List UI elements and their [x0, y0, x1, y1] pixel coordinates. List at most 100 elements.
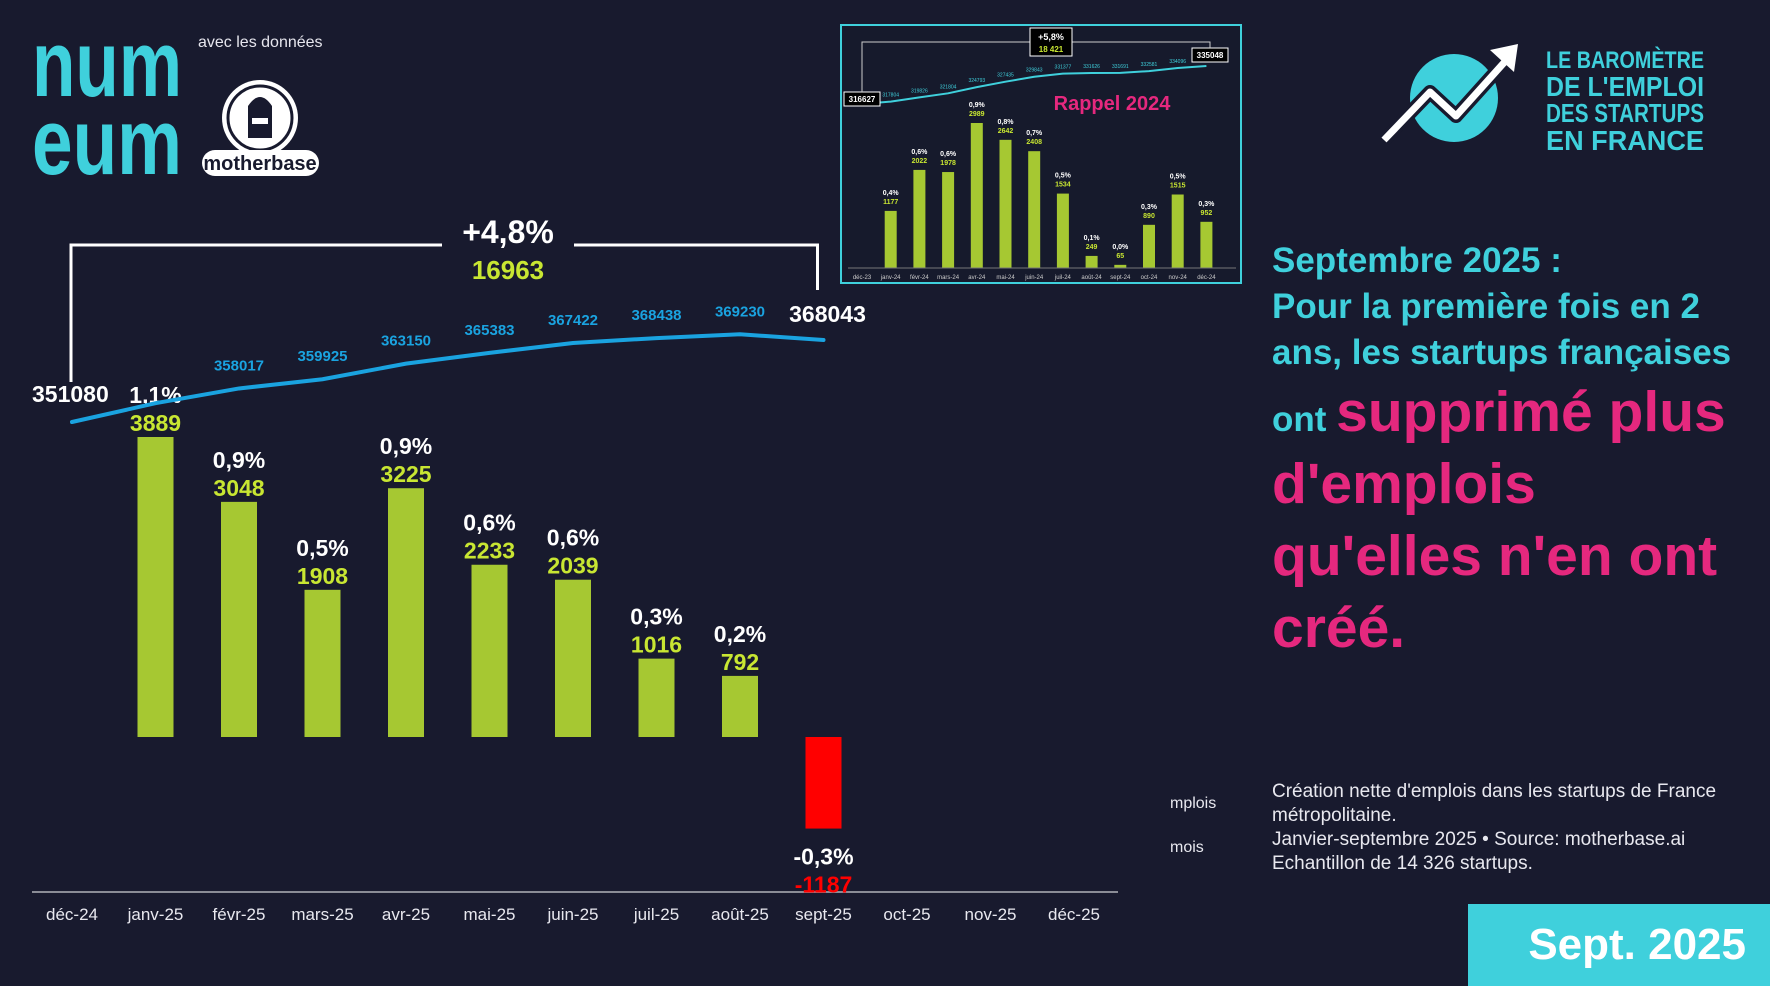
inset-pct-oct-24: 0,3% [1141, 204, 1158, 211]
bar-avr-25 [388, 488, 424, 737]
headline-date: Septembre 2025 : [1272, 241, 1562, 280]
barometre-line2: DE L'EMPLOI [1546, 71, 1704, 102]
inset-pct-sept-24: 0,0% [1112, 244, 1129, 251]
note-line2: Janvier-septembre 2025 • Source: motherb… [1272, 829, 1686, 850]
inset-tick-nov-24: nov-24 [1169, 275, 1188, 281]
inset-value-juin-24: 2408 [1026, 139, 1042, 146]
bracket-value: 16963 [472, 255, 544, 285]
barometre-line4: EN FRANCE [1546, 125, 1704, 155]
bar-juin-25 [555, 579, 591, 737]
value-label-juin-25: 2039 [547, 553, 598, 579]
tick-label-juin-25: juin-25 [546, 905, 598, 924]
inset-total-line [861, 65, 1207, 105]
value-label-mars-25: 1908 [297, 563, 348, 589]
inset-bar-janv-24 [884, 210, 897, 268]
inset-pct-août-24: 0,1% [1084, 235, 1101, 242]
inset-bar-nov-24 [1171, 194, 1184, 268]
pct-label-mars-25: 0,5% [296, 535, 348, 561]
total-label-juin-25: 367422 [548, 312, 598, 329]
tick-label-sept-25: sept-25 [795, 905, 852, 924]
inset-tick-août-24: août-24 [1081, 275, 1102, 281]
inset-value-nov-24: 1515 [1170, 183, 1186, 190]
headline-highlight: supprimé plus d'emplois qu'elles n'en on… [1272, 380, 1726, 660]
legend-fragment-1: mplois [1170, 795, 1217, 812]
total-label-mai-25: 365383 [464, 322, 514, 339]
total-label-juil-25: 368438 [631, 307, 681, 324]
tick-label-juil-25: juil-25 [633, 905, 679, 924]
value-label-sept-25: -1187 [795, 872, 853, 898]
inset-pct-juil-24: 0,5% [1055, 173, 1072, 180]
inset-bar-sept-24 [1114, 264, 1127, 268]
inset-pct-janv-24: 0,4% [883, 190, 900, 197]
value-label-août-25: 792 [721, 649, 759, 675]
pct-label-juil-25: 0,3% [630, 604, 682, 630]
legend-fragments: mplois mois [1170, 782, 1216, 870]
inset-pct-mars-24: 0,6% [940, 151, 957, 158]
inset-bar-juin-24 [1028, 151, 1041, 268]
total-line [70, 332, 826, 424]
inset-pct-févr-24: 0,6% [911, 149, 928, 156]
inset-total-label-févr-24: 319826 [911, 88, 928, 94]
inset-value-déc-24: 952 [1201, 210, 1213, 217]
inset-bar-févr-24 [913, 169, 926, 268]
headline: Septembre 2025 : Pour la première fois e… [1272, 238, 1752, 664]
bar-sept-25 [805, 737, 842, 829]
pct-label-mai-25: 0,6% [463, 510, 515, 536]
pct-label-sept-25: -0,3% [793, 844, 853, 870]
inset-value-janv-24: 1177 [883, 199, 898, 206]
date-badge: Sept. 2025 [1468, 904, 1770, 986]
value-label-févr-25: 3048 [213, 475, 264, 501]
tick-label-oct-25: oct-25 [883, 905, 930, 924]
inset-tick-déc-23: déc-23 [853, 275, 872, 281]
inset-tick-déc-24: déc-24 [1197, 275, 1216, 281]
inset-bar-oct-24 [1143, 224, 1155, 268]
inset-total-label-mai-24: 327435 [997, 73, 1014, 79]
chart-circle-icon [1410, 54, 1498, 142]
inset-tick-avr-24: avr-24 [968, 275, 986, 281]
inset-value-mai-24: 2642 [998, 128, 1014, 135]
inset-total-label-janv-24: 317804 [882, 93, 899, 99]
inset-total-label-juin-24: 329843 [1026, 68, 1043, 74]
tick-label-avr-25: avr-25 [382, 905, 430, 924]
headline-body: Pour la première fois en 2 ans, les star… [1272, 287, 1732, 439]
inset-pct-mai-24: 0,8% [998, 119, 1015, 126]
inset-bar-mai-24 [999, 139, 1012, 268]
tick-label-août-25: août-25 [711, 905, 769, 924]
inset-bracket-pct: +5,8% [1038, 32, 1064, 42]
inset-value-août-24: 249 [1086, 244, 1098, 251]
value-label-janv-25: 3889 [130, 410, 181, 436]
bracket-pct: +4,8% [462, 214, 554, 250]
motherbase-text: motherbase [203, 153, 316, 175]
barometre-line1: LE BAROMÈTRE [1546, 46, 1704, 74]
inset-pct-juin-24: 0,7% [1026, 130, 1043, 137]
value-label-avr-25: 3225 [380, 461, 431, 487]
inset-chart: Rappel 2024 0,4% 1177 0,6% 2022 0,6% 1978 0,9% 2… [843, 27, 1236, 281]
inset-title: Rappel 2024 [1054, 93, 1172, 115]
bar-févr-25 [221, 501, 257, 737]
inset-bracket [861, 41, 1211, 92]
pct-label-févr-25: 0,9% [213, 447, 265, 473]
numeum-text-1: num [32, 22, 182, 116]
inset-value-oct-24: 890 [1143, 213, 1155, 220]
bar-mars-25 [304, 589, 341, 737]
inset-tick-juin-24: juin-24 [1024, 275, 1044, 281]
inset-tick-mai-24: mai-24 [996, 275, 1015, 281]
tick-label-déc-25: déc-25 [1048, 905, 1100, 924]
inset-bar-avr-24 [970, 123, 983, 268]
inset-bar-déc-24 [1200, 221, 1213, 268]
inset-start-label: 316627 [849, 95, 876, 104]
numeum-text-2: eum [32, 89, 182, 182]
inset-pct-nov-24: 0,5% [1170, 174, 1187, 181]
value-label-mai-25: 2233 [464, 538, 515, 564]
inset-total-label-août-24: 331626 [1083, 64, 1100, 70]
inset-tick-mars-24: mars-24 [937, 275, 960, 281]
inset-chart-frame: Rappel 2024 0,4% 1177 0,6% 2022 0,6% 1978 0,9% 2… [840, 24, 1242, 284]
total-label-sept-25: 368043 [789, 301, 866, 327]
main-chart: 1,1%38890,9%30480,5%19080,9%32250,6%2233… [32, 214, 1118, 924]
inset-total-label-sept-24: 331691 [1112, 64, 1129, 70]
inset-end-label: 335048 [1197, 51, 1224, 60]
total-label-mars-25: 359925 [297, 348, 347, 365]
tick-label-nov-25: nov-25 [965, 905, 1017, 924]
inset-bar-mars-24 [942, 172, 955, 268]
bar-janv-25 [137, 437, 174, 737]
